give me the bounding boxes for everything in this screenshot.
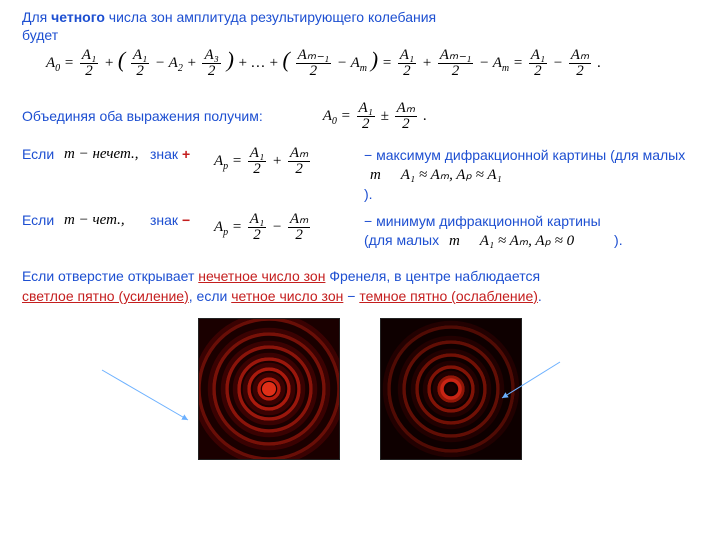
eq-ap-minus: Ap = A₁2 − Aₘ2 [214,212,364,243]
case-even: Если m − чет., знак − Ap = A₁2 − Aₘ2 − м… [22,212,698,251]
frac-am1-2b: Aₘ₋₁2 [438,48,474,79]
header-bold: четного [51,9,105,25]
diffraction-light-center [198,318,340,460]
case-odd: Если m − нечет., знак + Ap = A₁2 + Aₘ2 −… [22,146,698,204]
am-b: Am [493,55,509,71]
frac-a1-2e: A₁2 [357,101,375,132]
frac-am-2b: Aₘ2 [395,101,418,132]
combine-text: Объединяя оба выражения получим: [22,108,263,124]
if-b: Если [22,212,64,228]
sign-a: знак + [150,146,214,162]
frac-am-2: Aₘ2 [569,48,592,79]
a0: A0 [46,55,60,71]
header-line1: Для четного числа зон амплитуда результи… [22,8,698,27]
frac-a1-2b: A₁2 [131,48,149,79]
eq: = [64,55,74,71]
case-b-text: − минимум дифракционной картины (для мал… [364,212,698,251]
header-post: числа зон амплитуда результирующего коле… [105,9,436,25]
frac-a1-2d: A₁2 [529,48,547,79]
frac-a3-2: A₃2 [202,48,220,79]
if-a: Если [22,146,64,162]
frac-a1-2: A₁2 [80,48,98,79]
equation-1: A0 = A₁2 + ( A₁2 − A2 + A₃2 ) + … + ( Aₘ… [46,47,698,79]
equation-2: A0 = A₁2 ± Aₘ2 . [323,101,427,132]
cond-b: m − чет., [64,212,150,229]
header-pre: Для [22,9,51,25]
case-a-text: − максимум дифракционной картины (для ма… [364,146,698,204]
cond-a: m − нечет., [64,146,150,163]
combine-row: Объединяя оба выражения получим: A0 = A₁… [22,101,698,132]
header-line2: будет [22,27,698,43]
a2: A2 [169,55,183,71]
a0-2: A0 [323,108,337,124]
frac-am1-2: Aₘ₋₁2 [296,48,332,79]
sign-b: знак − [150,212,214,228]
am: Am [351,55,367,71]
conclusion: Если отверстие открывает нечетное число … [22,267,698,306]
diffraction-dark-center [380,318,522,460]
images-row [22,318,698,460]
eq-ap-plus: Ap = A₁2 + Aₘ2 [214,146,364,177]
dots: + … + [238,55,279,71]
slide: Для четного числа зон амплитуда результи… [0,0,720,540]
frac-a1-2c: A₁2 [398,48,416,79]
